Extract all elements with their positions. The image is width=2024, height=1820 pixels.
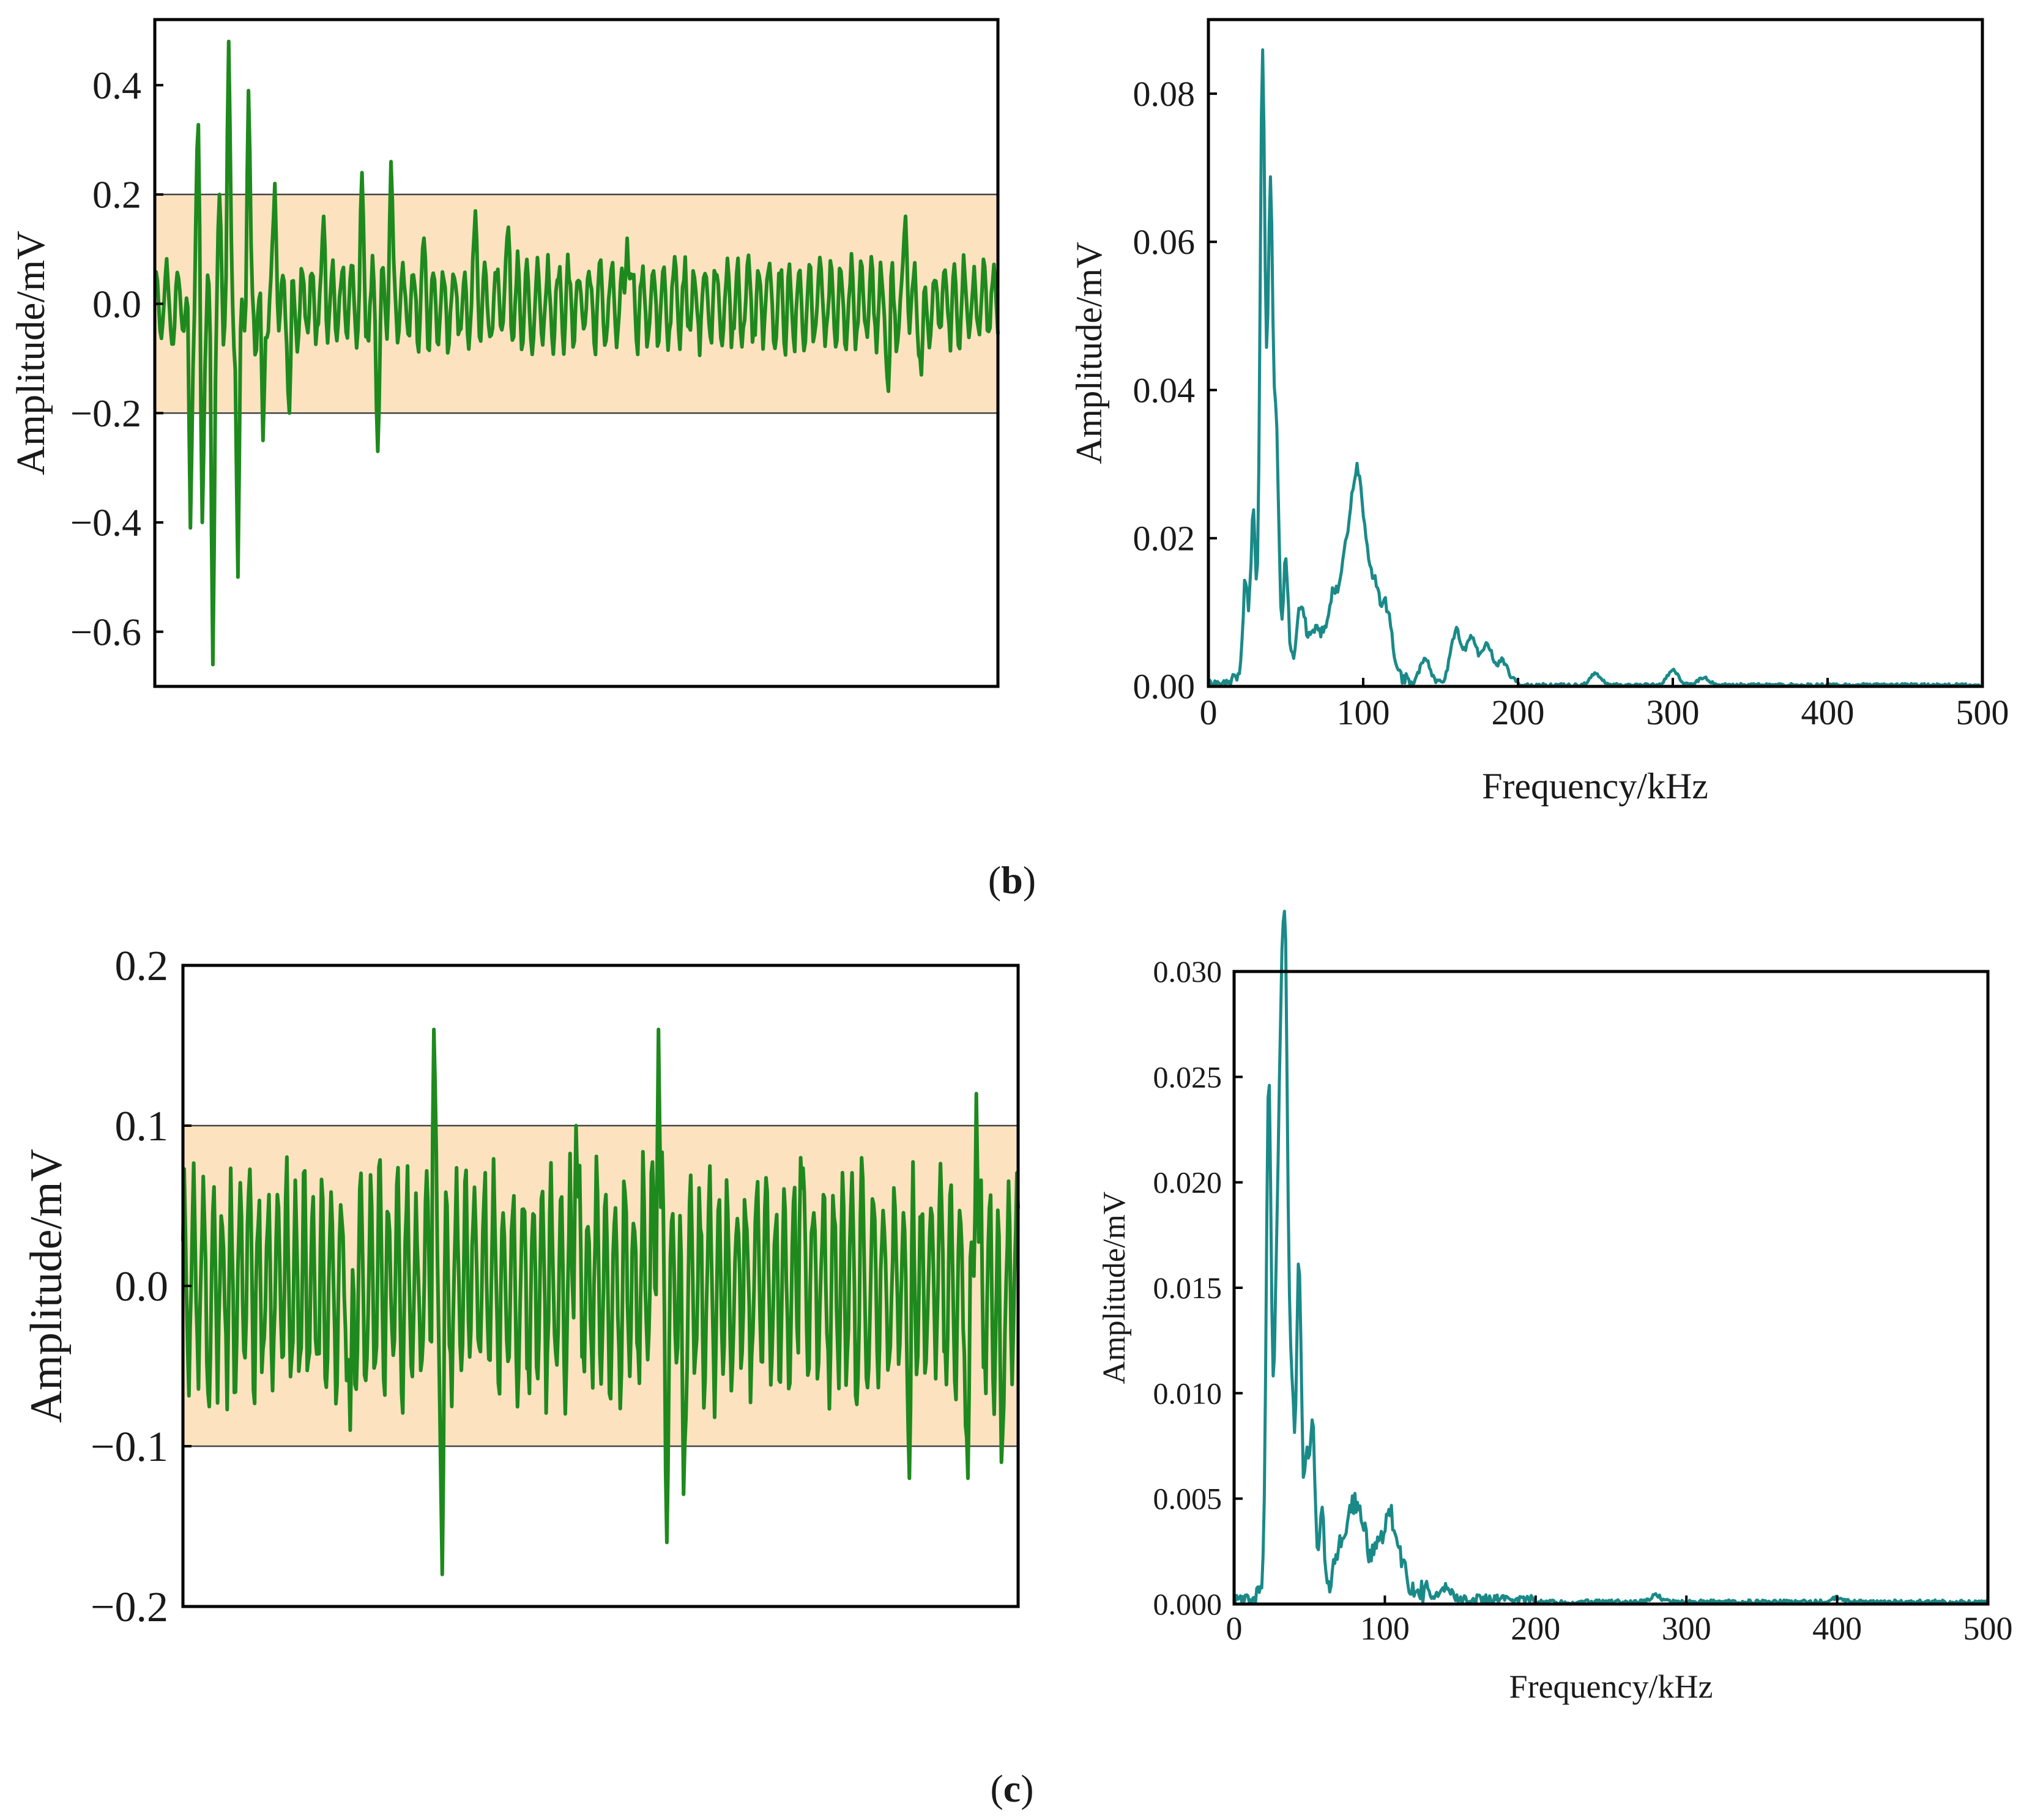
y-tick-label: 0.025	[1153, 1060, 1222, 1094]
panel-label-c: (c)	[990, 1767, 1033, 1810]
x-axis-label: Frequency/kHz	[1482, 766, 1708, 806]
chart-c-time: Amplitude/mV 0.2 0.1 0.0 −0.1 −0.2	[21, 943, 1020, 1631]
y-tick-label: 0.2	[115, 943, 169, 990]
x-tick-label: 400	[1812, 1610, 1862, 1647]
x-tick-label: 100	[1337, 693, 1390, 732]
y-tick-label: 0.030	[1153, 954, 1222, 989]
chart-b-spectrum: Amplitude/mV Frequency/kHz 0.00 0.02 0.04 0…	[1069, 18, 2009, 806]
y-tick-label: 0.005	[1153, 1482, 1222, 1516]
waveform-line	[181, 1027, 1020, 1577]
y-tick-label: 0.0	[92, 282, 141, 325]
y-tick-label: 0.020	[1153, 1165, 1222, 1200]
y-axis-label: Amplitude/mV	[1069, 242, 1109, 464]
x-tick-label: 400	[1801, 693, 1855, 732]
y-tick-label: −0.6	[70, 610, 141, 653]
x-tick-label: 500	[1963, 1610, 2013, 1647]
x-tick-label: 200	[1511, 1610, 1560, 1647]
y-tick-label: 0.4	[92, 64, 141, 107]
chart-b-time: Amplitude/mV 0.4 0.2 0.0 −0.2 −0.4 −0.6	[9, 18, 1000, 688]
waveform-line	[153, 39, 1000, 667]
chart-c-spectrum: Amplitude/mV Frequency/kHz 0.000 0.005 0.0…	[1097, 910, 2013, 1705]
spectrum-line	[1207, 48, 1983, 688]
y-axis-label: Amplitude/mV	[21, 1149, 72, 1423]
x-tick-label: 300	[1646, 693, 1700, 732]
x-tick-label: 0	[1200, 693, 1218, 732]
x-tick-label: 100	[1360, 1610, 1410, 1647]
y-tick-label: −0.4	[70, 501, 141, 544]
y-tick-label: 0.015	[1153, 1271, 1222, 1305]
plot-frame	[1232, 970, 1990, 1606]
y-tick-label: −0.2	[70, 392, 141, 435]
y-tick-label: 0.000	[1153, 1587, 1222, 1621]
y-tick-label: 0.2	[92, 173, 141, 217]
x-tick-label: 300	[1662, 1610, 1711, 1647]
y-tick-label: 0.06	[1133, 222, 1196, 262]
x-tick-label: 500	[1956, 693, 2009, 732]
y-tick-label: −0.2	[91, 1584, 168, 1631]
spectrum-line	[1233, 910, 1990, 1606]
y-tick-label: 0.010	[1153, 1376, 1222, 1410]
plot-frame	[153, 18, 1000, 688]
y-tick-label: 0.02	[1133, 518, 1196, 558]
x-axis-label: Frequency/kHz	[1509, 1668, 1713, 1705]
plot-frame	[1207, 18, 1984, 688]
y-axis-label: Amplitude/mV	[9, 231, 53, 475]
y-tick-label: 0.00	[1133, 667, 1196, 707]
y-tick-label: 0.1	[115, 1103, 169, 1150]
panel-label-b: (b)	[988, 858, 1036, 902]
x-tick-label: 0	[1226, 1610, 1243, 1647]
y-tick-label: 0.08	[1133, 74, 1196, 114]
x-tick-label: 200	[1492, 693, 1545, 732]
y-tick-label: 0.04	[1133, 370, 1196, 410]
y-tick-label: −0.1	[91, 1424, 168, 1471]
y-tick-label: 0.0	[115, 1263, 169, 1310]
y-axis-label: Amplitude/mV	[1097, 1192, 1132, 1384]
